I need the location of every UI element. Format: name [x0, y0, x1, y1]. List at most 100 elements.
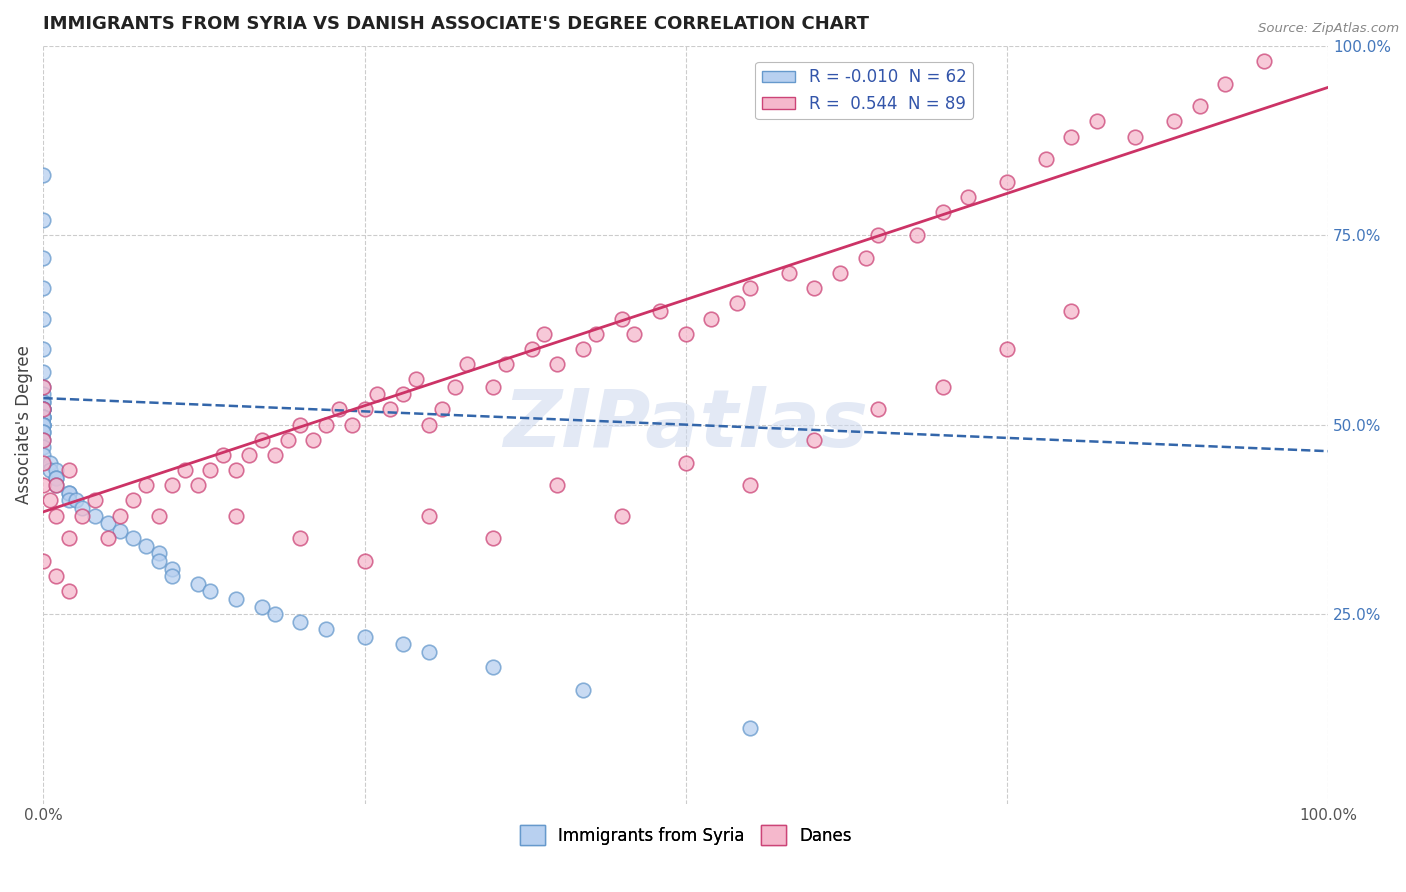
Point [32, 410, 55, 425]
Point [97, 516, 120, 531]
Point [250, 433, 273, 447]
Point [32, 410, 55, 425]
Point [353, 402, 375, 417]
Y-axis label: Associate's Degree: Associate's Degree [15, 345, 32, 504]
Point [32, 456, 55, 470]
Point [418, 645, 440, 659]
Point [546, 357, 568, 371]
Point [45, 471, 67, 485]
Point [45, 478, 67, 492]
Point [931, 205, 953, 219]
Point [32, 402, 55, 417]
Point [58, 486, 80, 500]
Point [276, 433, 298, 447]
Point [610, 508, 633, 523]
Legend: Immigrants from Syria, Danes: Immigrants from Syria, Danes [513, 819, 859, 852]
Point [58, 493, 80, 508]
Point [1188, 99, 1211, 113]
Point [456, 357, 478, 371]
Point [135, 478, 157, 492]
Point [97, 532, 120, 546]
Point [868, 228, 890, 243]
Point [290, 532, 312, 546]
Point [58, 532, 80, 546]
Point [32, 448, 55, 462]
Point [225, 591, 247, 606]
Point [290, 615, 312, 629]
Point [250, 599, 273, 614]
Point [32, 402, 55, 417]
Point [32, 402, 55, 417]
Point [405, 372, 427, 386]
Point [38, 456, 60, 470]
Point [32, 433, 55, 447]
Point [148, 508, 170, 523]
Point [58, 584, 80, 599]
Point [366, 387, 388, 401]
Point [430, 402, 453, 417]
Point [187, 576, 209, 591]
Point [32, 395, 55, 409]
Point [32, 410, 55, 425]
Point [353, 630, 375, 644]
Point [392, 637, 415, 651]
Point [1060, 129, 1083, 144]
Point [32, 417, 55, 432]
Point [32, 395, 55, 409]
Point [778, 266, 800, 280]
Point [58, 486, 80, 500]
Text: Source: ZipAtlas.com: Source: ZipAtlas.com [1258, 22, 1399, 36]
Point [1215, 77, 1237, 91]
Point [32, 311, 55, 326]
Point [32, 402, 55, 417]
Point [328, 402, 350, 417]
Point [45, 463, 67, 477]
Point [32, 380, 55, 394]
Point [160, 569, 183, 583]
Point [675, 326, 697, 341]
Point [868, 402, 890, 417]
Point [32, 281, 55, 295]
Point [200, 463, 222, 477]
Point [648, 304, 671, 318]
Point [533, 326, 555, 341]
Point [32, 441, 55, 455]
Point [32, 417, 55, 432]
Point [263, 448, 285, 462]
Point [623, 326, 645, 341]
Point [135, 539, 157, 553]
Point [32, 433, 55, 447]
Point [931, 380, 953, 394]
Point [546, 478, 568, 492]
Point [45, 569, 67, 583]
Point [828, 266, 851, 280]
Point [38, 493, 60, 508]
Point [1125, 129, 1147, 144]
Point [340, 417, 363, 432]
Point [32, 342, 55, 356]
Point [738, 281, 761, 295]
Point [302, 433, 325, 447]
Point [225, 508, 247, 523]
Point [160, 478, 183, 492]
Point [520, 342, 543, 356]
Point [32, 417, 55, 432]
Point [482, 660, 505, 674]
Point [1035, 153, 1057, 167]
Point [572, 342, 595, 356]
Point [905, 228, 928, 243]
Point [738, 721, 761, 735]
Point [803, 433, 825, 447]
Point [418, 508, 440, 523]
Point [32, 213, 55, 227]
Point [110, 508, 132, 523]
Point [32, 251, 55, 265]
Point [32, 410, 55, 425]
Point [1085, 114, 1108, 128]
Point [32, 387, 55, 401]
Point [803, 281, 825, 295]
Point [238, 448, 260, 462]
Point [610, 311, 633, 326]
Point [738, 478, 761, 492]
Point [45, 508, 67, 523]
